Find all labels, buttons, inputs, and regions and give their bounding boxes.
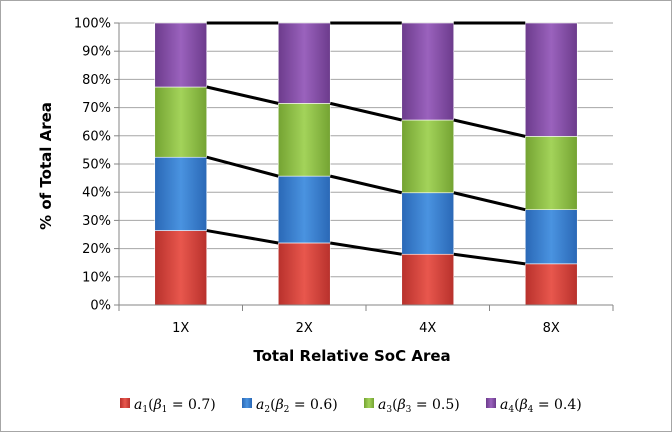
- bar-segment: [524, 136, 578, 210]
- bar-segment: [524, 263, 578, 306]
- y-tick-label: 90%: [82, 45, 111, 60]
- bar-segment: [401, 22, 455, 121]
- series-connector-line: [206, 155, 279, 178]
- legend-label: a1(β1 = 0.7): [134, 397, 216, 415]
- series-connector-line: [453, 191, 526, 212]
- x-tick-labels: 1X 2X 4X 8X: [172, 321, 560, 336]
- bar-segment: [401, 253, 455, 306]
- x-axis-title: Total Relative SoC Area: [253, 347, 450, 365]
- legend-swatch: [242, 398, 252, 408]
- bar-segment: [154, 86, 208, 158]
- bar-segment: [524, 22, 578, 137]
- y-tick-label: 30%: [82, 214, 111, 229]
- bars: [154, 22, 578, 306]
- y-axis-title: % of Total Area: [37, 102, 55, 230]
- series-connector-line: [453, 118, 526, 138]
- connector-lines: [206, 21, 526, 266]
- bar-segment: [154, 230, 208, 306]
- legend-swatch: [120, 398, 130, 408]
- series-connector-line: [206, 85, 279, 105]
- bar-segment: [277, 175, 331, 244]
- bar-segment: [401, 119, 455, 194]
- legend-label: a3(β3 = 0.5): [378, 397, 460, 415]
- series-connector-line: [330, 241, 402, 256]
- bar-segment: [154, 156, 208, 231]
- series-connector-line: [206, 229, 279, 245]
- y-tick-label: 10%: [82, 270, 111, 285]
- legend-swatch: [364, 398, 374, 408]
- bar-segment: [401, 192, 455, 255]
- bar-segment: [154, 22, 208, 88]
- legend-label: a2(β2 = 0.6): [256, 397, 338, 415]
- legend-label: a4(β4 = 0.4): [500, 397, 582, 415]
- bar-segment: [277, 242, 331, 306]
- y-tick-label: 40%: [82, 186, 111, 201]
- x-axis: [118, 304, 614, 311]
- y-tick-label: 70%: [82, 101, 111, 116]
- bar-segment: [277, 22, 331, 104]
- y-tick-labels: 0% 10% 20% 30% 40% 50% 60% 70% 80% 90% 100%: [74, 17, 111, 314]
- y-tick-label: 0%: [90, 299, 111, 314]
- y-tick-label: 50%: [82, 158, 111, 173]
- x-tick-label: 2X: [296, 321, 313, 336]
- x-tick-label: 4X: [419, 321, 436, 336]
- y-tick-label: 20%: [82, 242, 111, 257]
- bar-segment: [524, 209, 578, 265]
- x-tick-label: 1X: [172, 321, 189, 336]
- x-tick-label: 8X: [543, 321, 560, 336]
- series-connector-line: [453, 252, 526, 266]
- y-tick-label: 100%: [74, 17, 111, 32]
- series-connector-line: [329, 174, 403, 195]
- series-connector-line: [329, 101, 403, 122]
- y-tick-label: 60%: [82, 129, 111, 144]
- legend: a1(β1 = 0.7) a2(β2 = 0.6) a3(β3 = 0.5) a4(β…: [120, 397, 582, 415]
- y-tick-label: 80%: [82, 73, 111, 88]
- legend-swatch: [486, 398, 496, 408]
- bar-segment: [277, 103, 331, 177]
